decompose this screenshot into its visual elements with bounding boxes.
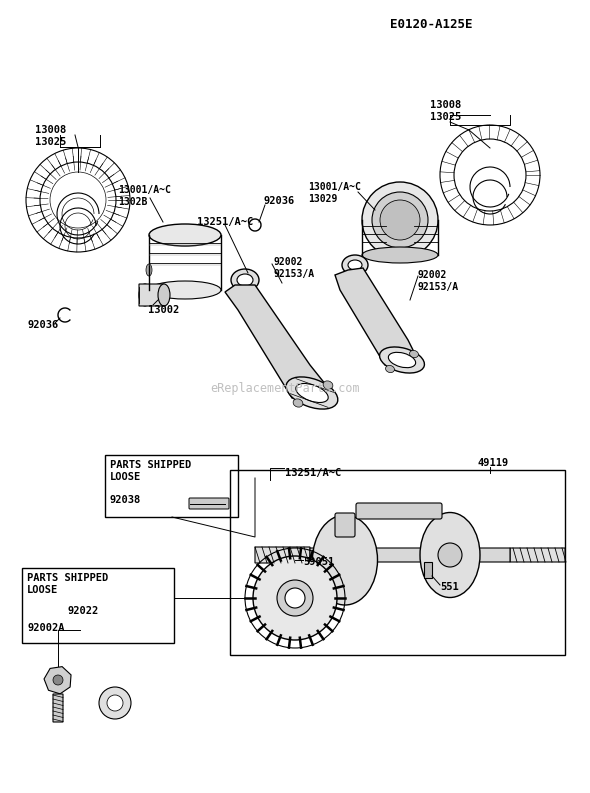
Ellipse shape	[409, 351, 418, 358]
Ellipse shape	[379, 347, 424, 373]
Text: 92036: 92036	[263, 196, 294, 206]
Text: 59051: 59051	[303, 557, 335, 567]
Text: 92022: 92022	[67, 606, 99, 616]
FancyBboxPatch shape	[139, 284, 164, 306]
Text: 92038: 92038	[110, 495, 141, 505]
Text: 92036: 92036	[28, 320, 59, 330]
Text: E0120-A125E: E0120-A125E	[390, 18, 473, 31]
Text: 92002
92153/A: 92002 92153/A	[418, 270, 459, 292]
FancyBboxPatch shape	[255, 547, 310, 563]
Text: 13002: 13002	[148, 305, 179, 315]
Polygon shape	[44, 667, 71, 694]
Circle shape	[372, 192, 428, 248]
Ellipse shape	[296, 384, 328, 403]
Circle shape	[277, 580, 313, 616]
Polygon shape	[225, 285, 330, 398]
Ellipse shape	[313, 515, 378, 605]
Ellipse shape	[293, 399, 303, 407]
Circle shape	[285, 588, 305, 608]
Polygon shape	[335, 268, 418, 368]
Text: 92002A: 92002A	[27, 623, 64, 633]
Text: 13001/A~C
13029: 13001/A~C 13029	[308, 182, 361, 204]
Text: PARTS SHIPPED
LOOSE: PARTS SHIPPED LOOSE	[27, 573, 108, 595]
Text: 92002
92153/A: 92002 92153/A	[274, 257, 315, 278]
FancyBboxPatch shape	[310, 548, 510, 562]
Ellipse shape	[342, 255, 368, 275]
FancyBboxPatch shape	[356, 503, 442, 519]
Text: 13001/A~C
1302B: 13001/A~C 1302B	[118, 185, 171, 207]
Text: 13251/A~C: 13251/A~C	[197, 217, 253, 227]
Text: 13008
13025: 13008 13025	[430, 100, 461, 121]
Ellipse shape	[146, 264, 152, 276]
Ellipse shape	[149, 281, 221, 299]
Circle shape	[438, 543, 462, 567]
Text: eReplacementParts.com: eReplacementParts.com	[210, 382, 360, 395]
Circle shape	[253, 556, 337, 640]
Text: 551: 551	[440, 582, 459, 592]
Ellipse shape	[237, 274, 253, 286]
Ellipse shape	[348, 260, 362, 270]
Text: 49119: 49119	[478, 458, 509, 468]
Circle shape	[53, 675, 63, 685]
Ellipse shape	[362, 247, 438, 263]
FancyBboxPatch shape	[53, 694, 63, 722]
Ellipse shape	[385, 366, 395, 373]
Ellipse shape	[388, 352, 415, 368]
FancyBboxPatch shape	[424, 562, 432, 578]
Circle shape	[99, 687, 131, 719]
Ellipse shape	[139, 284, 151, 306]
Ellipse shape	[158, 284, 170, 306]
Ellipse shape	[323, 381, 333, 389]
Circle shape	[107, 695, 123, 711]
Ellipse shape	[149, 224, 221, 246]
Circle shape	[362, 182, 438, 258]
FancyBboxPatch shape	[189, 498, 229, 509]
Circle shape	[380, 200, 420, 240]
Ellipse shape	[231, 269, 259, 291]
FancyBboxPatch shape	[510, 548, 565, 562]
Ellipse shape	[286, 377, 338, 409]
FancyBboxPatch shape	[335, 513, 355, 537]
Text: PARTS SHIPPED
LOOSE: PARTS SHIPPED LOOSE	[110, 460, 191, 481]
Text: 13008
13025: 13008 13025	[35, 125, 66, 147]
Ellipse shape	[420, 512, 480, 597]
Text: 13251/A~C: 13251/A~C	[285, 468, 341, 478]
